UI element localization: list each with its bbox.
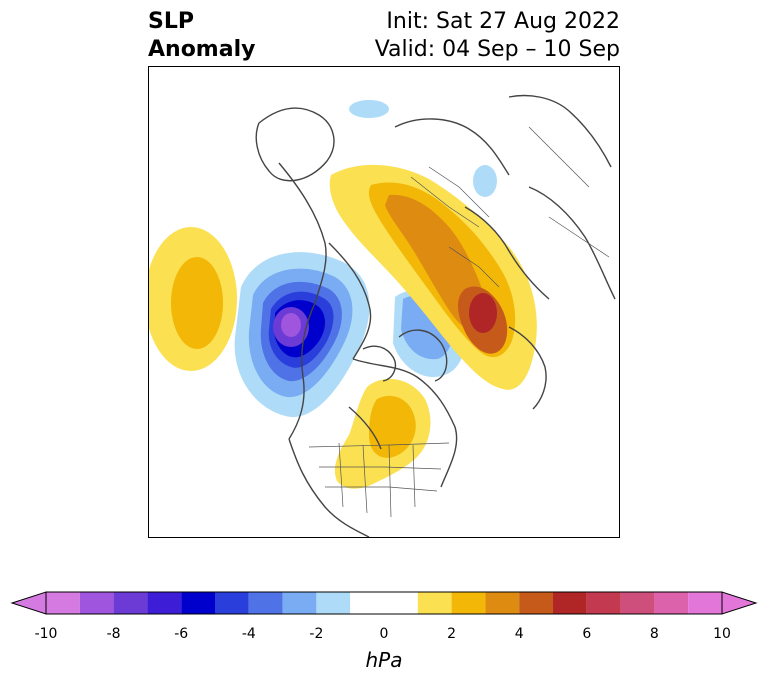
coastlines <box>255 94 616 537</box>
colorbar-tick-label: -10 <box>34 626 58 642</box>
colorbar-tick-label: -6 <box>174 626 189 642</box>
colorbar-bin <box>553 592 587 614</box>
colorbar-over-extension <box>721 591 758 615</box>
colorbar-bin <box>147 592 182 614</box>
colorbar-tick-label: 2 <box>447 626 457 642</box>
colorbar-bin <box>654 592 689 614</box>
colorbar-bin <box>350 592 418 614</box>
positive-anomaly-pacific <box>149 227 237 371</box>
colorbar-bins <box>46 592 722 614</box>
negative-anomaly-alaska <box>234 252 370 418</box>
colorbar-bin <box>316 592 351 614</box>
colorbar-bin <box>282 592 317 614</box>
positive-anomaly-eurasia <box>329 164 537 390</box>
valid-range: Valid: 04 Sep – 10 Sep <box>374 37 620 62</box>
positive-anomaly-north-america <box>334 378 431 489</box>
colorbar-tick-label: -4 <box>241 626 256 642</box>
map-dates: Init: Sat 27 Aug 2022 Valid: 04 Sep – 10… <box>375 8 620 64</box>
colorbar-tick-label: -2 <box>309 626 324 642</box>
colorbar-bin <box>215 592 249 614</box>
colorbar-tick-label: 8 <box>649 626 659 642</box>
colorbar-under-extension <box>10 591 47 615</box>
title-anomaly: Anomaly <box>148 37 256 62</box>
colorbar-units: hPa <box>365 648 403 672</box>
title-variable: SLP <box>148 9 194 34</box>
negative-anomaly-top <box>349 100 389 118</box>
colorbar <box>10 591 758 615</box>
colorbar-bin <box>79 592 114 614</box>
political-borders <box>308 126 610 518</box>
colorbar-bin <box>519 592 553 614</box>
map-title: SLP Anomaly <box>148 8 255 64</box>
colorbar-bin <box>485 592 520 614</box>
colorbar-outline <box>45 591 723 615</box>
colorbar-tick-label: 4 <box>514 626 524 642</box>
init-date: Init: Sat 27 Aug 2022 <box>386 9 620 34</box>
map-panel <box>148 66 620 538</box>
colorbar-bin <box>620 592 655 614</box>
negative-anomaly-siberia <box>473 165 497 197</box>
colorbar-bin <box>688 592 722 614</box>
colorbar-bin <box>417 592 452 614</box>
colorbar-bin <box>46 592 80 614</box>
map-canvas <box>149 94 616 537</box>
colorbar-tick-label: 6 <box>582 626 592 642</box>
colorbar-tick-label: 0 <box>379 626 389 642</box>
colorbar-tick-label: 10 <box>713 626 731 642</box>
colorbar-bin <box>248 592 283 614</box>
colorbar-bin <box>181 592 215 614</box>
colorbar-bin <box>586 592 621 614</box>
colorbar-bin <box>451 592 486 614</box>
colorbar-bin <box>113 592 148 614</box>
colorbar-tick-label: -8 <box>106 626 121 642</box>
